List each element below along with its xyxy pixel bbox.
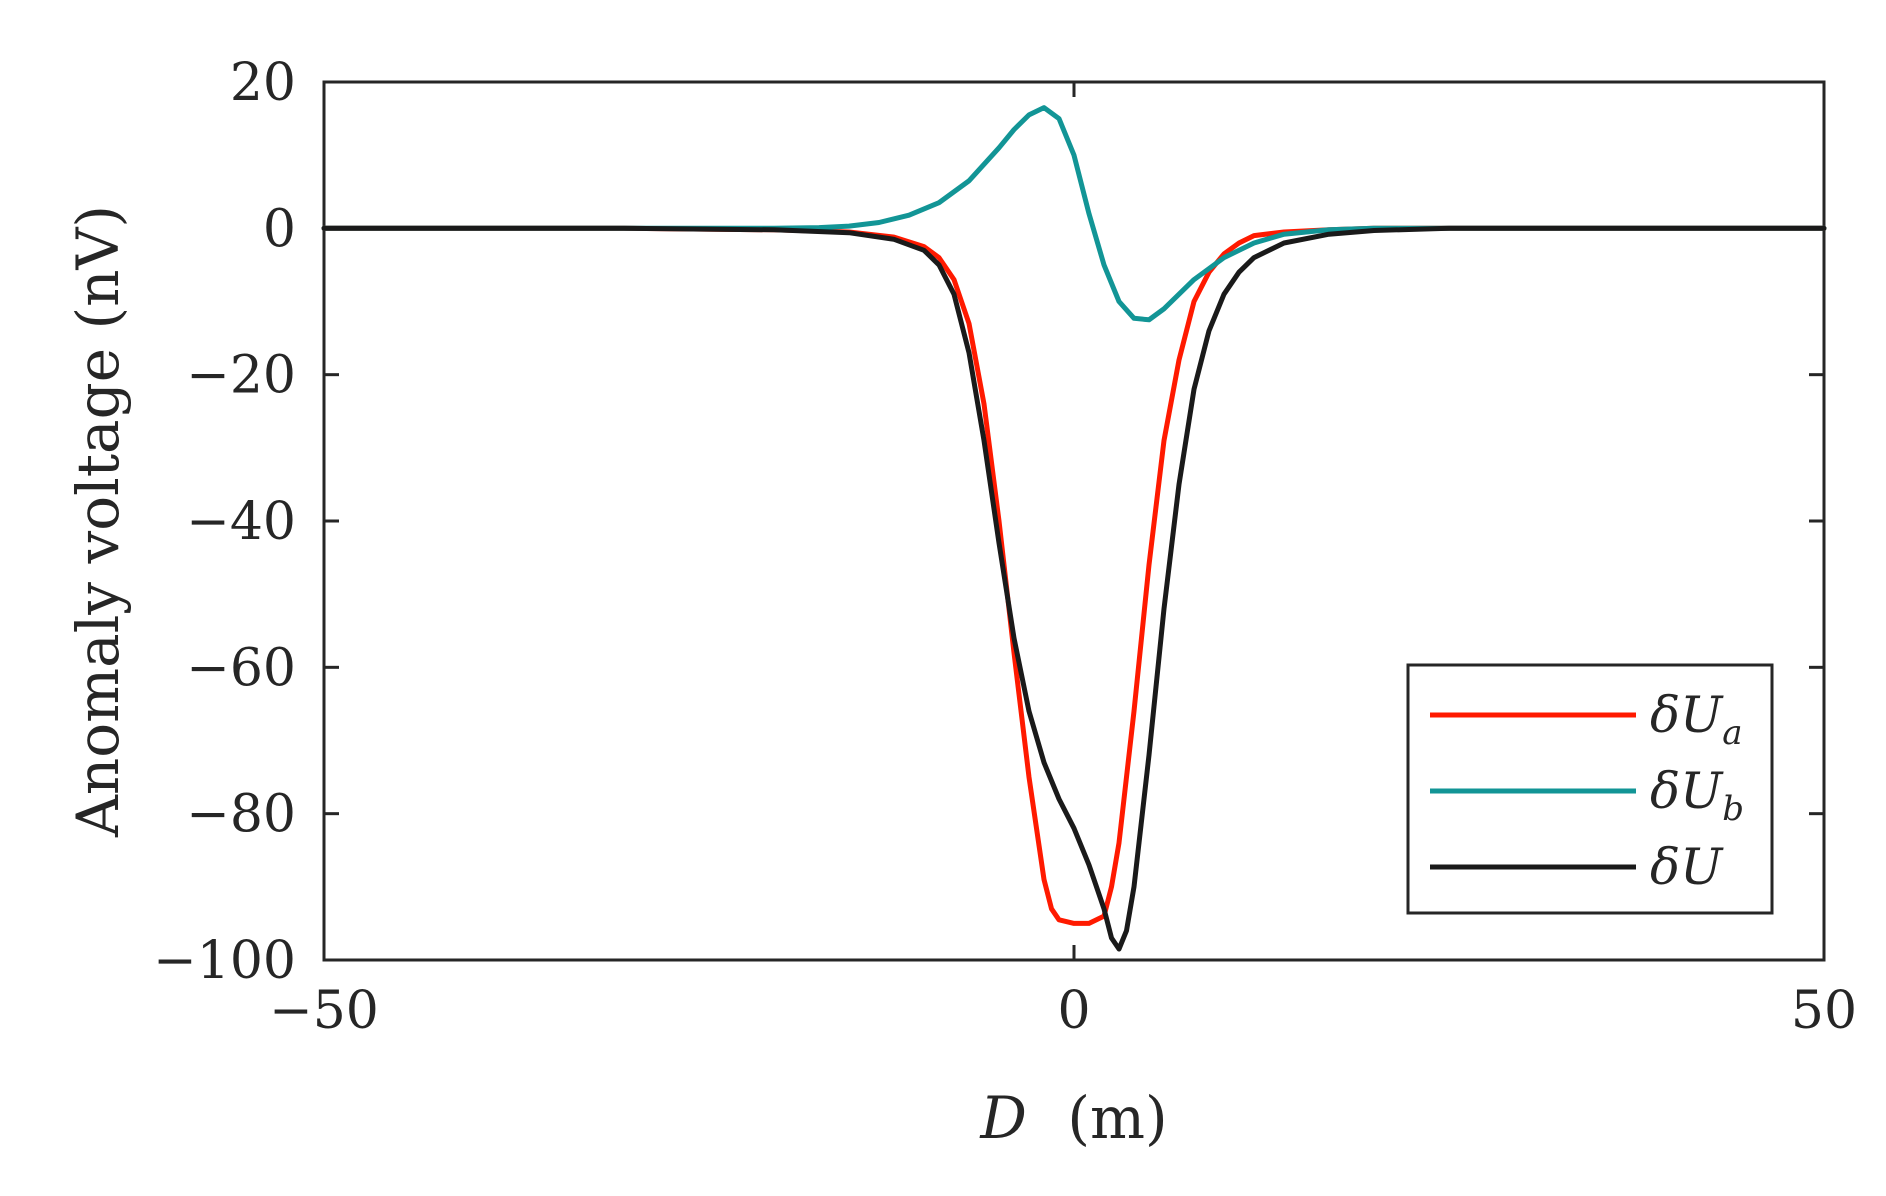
x-axis-symbol: D [979,1084,1027,1152]
legend-label-3: δU [1650,838,1724,896]
y-tick-label: −100 [153,931,296,991]
x-axis-label: D (m) [979,1084,1167,1152]
legend-label-1: δUa [1650,686,1743,753]
y-tick-label: 0 [263,199,296,259]
tick-labels: −50 0 50 20 0 −20 −40 −60 −80 −100 [153,53,1857,1041]
y-tick-label: 20 [230,53,296,113]
series-line-3 [321,225,1827,952]
y-tick-label: −80 [186,785,296,845]
series-line-1 [321,225,1827,926]
legend-items: δUa δUb δU [1430,686,1744,896]
y-axis-label: Anomaly voltage (nV) [64,205,132,838]
series-layer [321,105,1827,952]
x-tick-label: 0 [1057,981,1090,1041]
legend-label-2: δUb [1650,762,1744,829]
x-tick-label: 50 [1791,981,1857,1041]
plot-area [321,80,1827,962]
series-line-2 [321,105,1827,323]
y-tick-label: −40 [186,492,296,552]
x-tick-label: −50 [269,981,379,1041]
x-axis-unit: (m) [1067,1084,1167,1152]
y-tick-label: −60 [186,638,296,698]
legend: δUa δUb δU [1406,663,1774,915]
y-tick-label: −20 [186,346,296,406]
